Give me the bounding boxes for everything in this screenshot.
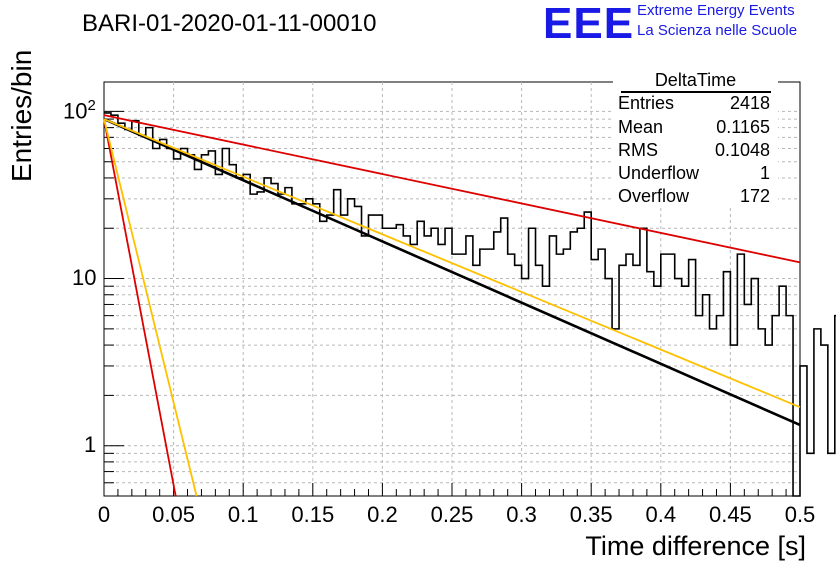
fit-lines: [103, 114, 801, 497]
fit-line: [103, 114, 801, 264]
stat-value: 2418: [729, 93, 770, 113]
fit-line: [103, 118, 801, 409]
grid: [104, 82, 800, 496]
x-tick-label: 0.4: [645, 502, 677, 527]
x-tick-label: 0.25: [430, 502, 474, 527]
stat-value: 0.1165: [716, 117, 770, 137]
stat-label: RMS: [618, 140, 658, 160]
x-tick-label: 0.1: [227, 502, 259, 527]
fit-line: [103, 118, 198, 497]
x-axis-label: Time difference [s]: [585, 531, 806, 561]
x-tick-label: 0.5: [784, 502, 816, 527]
stat-label: Overflow: [618, 186, 690, 206]
stat-label: Underflow: [618, 163, 700, 183]
stat-value: 1: [759, 163, 770, 183]
y-tick-base: 10: [72, 264, 97, 290]
axis-ticks: [103, 110, 801, 497]
stat-value: 172: [739, 186, 770, 206]
stats-box: DeltaTime Entries 2418 Mean 0.1165 RMS 0…: [613, 70, 778, 207]
stat-row-rms: RMS 0.1048: [618, 140, 770, 161]
y-tick-base: 1: [84, 431, 97, 457]
stat-value: 0.1048: [714, 140, 770, 160]
stats-divider: [621, 91, 771, 93]
x-tick-label: 0.35: [569, 502, 613, 527]
x-tick-label: 0.2: [367, 502, 398, 527]
stat-row-mean: Mean 0.1165: [618, 117, 770, 138]
y-tick-base: 10: [63, 98, 88, 124]
eee-logo: EEE: [543, 0, 635, 48]
stats-title: DeltaTime: [654, 70, 737, 90]
fit-line: [103, 117, 801, 427]
stat-label: Entries: [618, 93, 675, 113]
stat-row-underflow: Underflow 1: [618, 163, 770, 184]
x-tick-label: 0.45: [708, 502, 752, 527]
x-tick-label: 0: [97, 502, 111, 527]
y-tick-exponent: 2: [87, 97, 96, 115]
y-axis-label: Entries/bin: [6, 49, 37, 182]
stat-label: Mean: [618, 117, 664, 137]
x-tick-label: 0.15: [291, 502, 335, 527]
stat-row-entries: Entries 2418: [618, 93, 770, 114]
y-tick-label: 102: [63, 97, 96, 124]
y-tick-label: 10: [72, 265, 96, 291]
logo-line-2: La Scienza nelle Scuole: [637, 22, 798, 39]
y-tick-label: 1: [84, 432, 96, 458]
histogram: [104, 112, 836, 497]
histogram-outline: [104, 112, 836, 497]
x-tick-label: 0.3: [506, 502, 537, 527]
plot-title: BARI-01-2020-01-11-00010: [82, 10, 377, 37]
stat-row-overflow: Overflow 172: [618, 186, 770, 207]
logo-line-1: Extreme Energy Events: [637, 2, 795, 19]
fit-line: [103, 118, 177, 497]
x-tick-label: 0.05: [152, 502, 196, 527]
